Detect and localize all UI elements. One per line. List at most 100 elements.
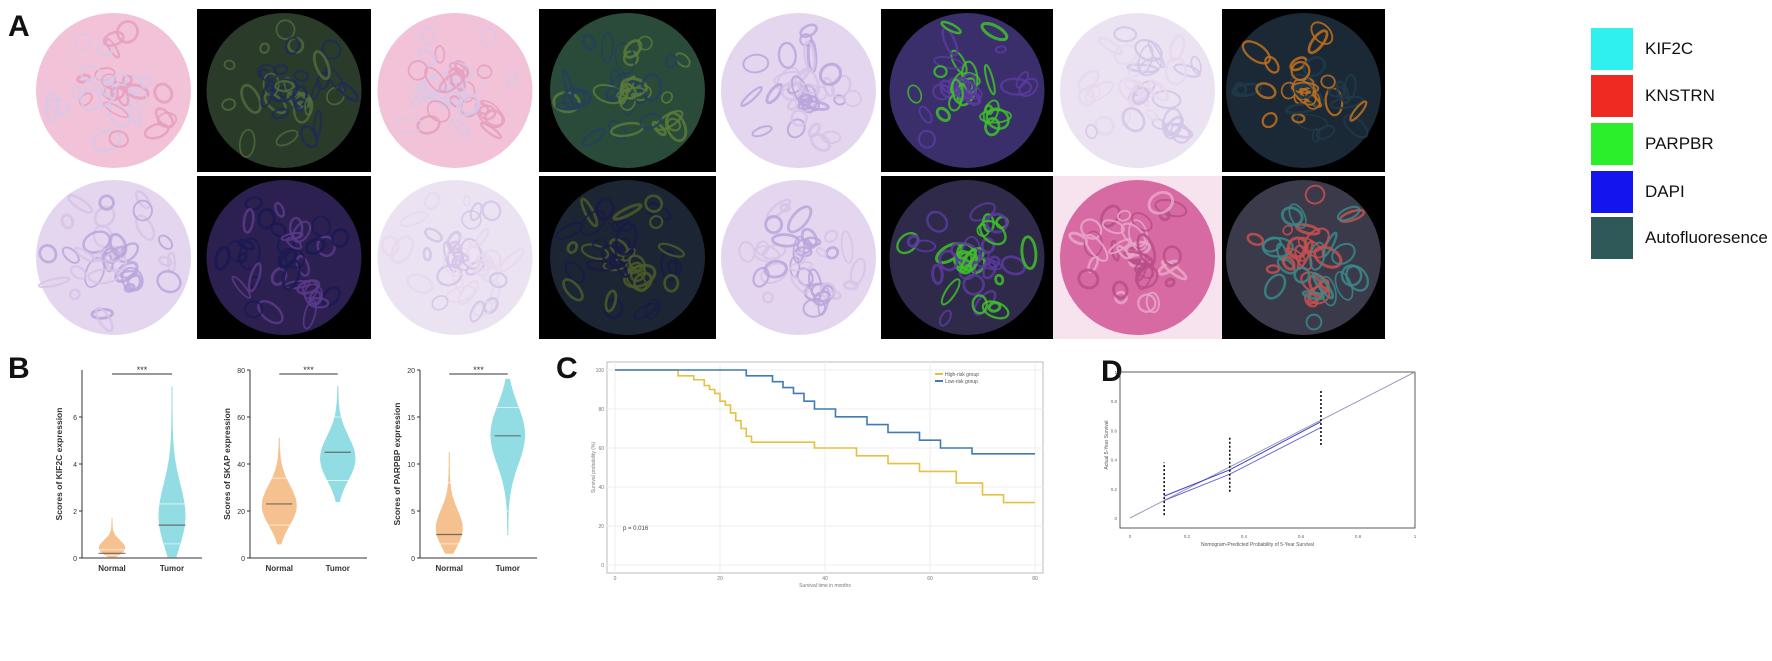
tissue-core-image xyxy=(197,176,371,339)
legend-label: KNSTRN xyxy=(1645,86,1715,105)
x-axis-label: Nomogram-Predicted Probability of 5-Year… xyxy=(1201,542,1314,548)
calibration-line-ideal xyxy=(1129,371,1416,519)
x-tick-label: 0.6 xyxy=(1298,534,1305,539)
y-tick-label: 80 xyxy=(237,368,245,375)
tissue-core-image xyxy=(539,176,716,339)
y-axis-label: Scores of KIF2C expression xyxy=(54,408,64,521)
violin-shape xyxy=(319,386,356,503)
y-tick-label: 2 xyxy=(73,509,77,516)
violin-kif2c: 0 2 4 6 Scores of KIF2C expression Normal Tumo… xyxy=(30,362,210,584)
violin-shape xyxy=(158,386,186,558)
tissue-core-image xyxy=(197,9,371,172)
y-tick-label: 0 xyxy=(1114,516,1117,521)
legend-label: DAPI xyxy=(1645,182,1685,201)
panel-c-letter: C xyxy=(556,352,578,385)
tissue-core-image xyxy=(1222,176,1385,339)
x-tick-label: 20 xyxy=(717,576,723,582)
y-axis-label: Actual 5-Year Survival xyxy=(1104,420,1110,469)
legend-entry: KIF2C xyxy=(1591,28,1693,70)
calibration-line-bias-corrected xyxy=(1164,427,1322,501)
tissue-core-image xyxy=(1222,9,1385,172)
x-axis-label: Survival time in months xyxy=(799,583,851,589)
violin-shape xyxy=(98,518,126,558)
x-tick-label: Normal xyxy=(265,564,293,573)
tissue-core-image xyxy=(371,176,539,339)
y-tick-label: 0 xyxy=(411,556,415,563)
calibration-chart: 0 0.2 0.4 0.6 0.8 1 0 0.2 0.4 0.6 0.8 1 Nomogram-Pre… xyxy=(1104,360,1540,585)
significance-label: *** xyxy=(137,365,148,375)
legend-swatch xyxy=(1591,171,1633,213)
significance-label: *** xyxy=(473,365,484,375)
legend-swatch xyxy=(1591,75,1633,117)
y-tick-label: 20 xyxy=(598,524,604,530)
x-tick-label: 1 xyxy=(1414,534,1417,539)
calibration-line-apparent xyxy=(1164,421,1322,497)
legend-swatch xyxy=(1591,28,1633,70)
survival-curve-low-risk xyxy=(615,369,1035,455)
y-tick-label: 1 xyxy=(1114,370,1117,375)
violin-shape xyxy=(435,452,463,554)
y-tick-label: 0.8 xyxy=(1111,399,1118,404)
x-tick-label: Normal xyxy=(98,564,126,573)
legend-label: High-risk group xyxy=(945,372,979,378)
legend-entry: Autofluoresence xyxy=(1591,217,1768,259)
violin-shape xyxy=(261,437,297,545)
y-tick-label: 40 xyxy=(598,485,604,491)
legend-entry: DAPI xyxy=(1591,171,1685,213)
plot-frame xyxy=(1119,371,1416,529)
panel-d-letter: D xyxy=(1101,355,1123,388)
y-tick-label: 60 xyxy=(598,446,604,452)
y-tick-label: 5 xyxy=(411,509,415,516)
y-tick-label: 0 xyxy=(601,563,604,569)
violin-parpbp: 0 5 10 15 20 Scores of PARPBP expression Norma… xyxy=(380,362,545,584)
legend-swatch xyxy=(1591,217,1633,259)
violin-shape xyxy=(490,378,526,535)
survival-curve-high-risk xyxy=(615,369,1035,504)
x-tick-label: Tumor xyxy=(160,564,184,573)
legend-label: KIF2C xyxy=(1645,39,1694,58)
y-tick-label: 100 xyxy=(596,368,605,374)
y-tick-label: 0.2 xyxy=(1111,487,1118,492)
legend-entry: PARPBR xyxy=(1591,123,1714,165)
y-tick-label: 20 xyxy=(237,509,245,516)
x-tick-label: 40 xyxy=(822,576,828,582)
panel-b-letter: B xyxy=(8,352,30,385)
y-tick-label: 40 xyxy=(237,462,245,469)
legend-entry: KNSTRN xyxy=(1591,75,1715,117)
y-tick-label: 0.4 xyxy=(1111,458,1118,463)
violin-skap: 0 20 40 60 80 Scores of SKAP expression Normal… xyxy=(210,362,375,584)
tissue-core-image xyxy=(1053,9,1222,172)
tissue-core-image xyxy=(716,9,881,172)
y-tick-label: 15 xyxy=(407,415,415,422)
y-tick-label: 6 xyxy=(73,415,77,422)
y-tick-label: 20 xyxy=(407,368,415,375)
x-tick-label: Tumor xyxy=(326,564,350,573)
y-tick-label: 80 xyxy=(598,407,604,413)
y-tick-label: 60 xyxy=(237,415,245,422)
kaplan-meier-chart: 0 20 40 60 80 100 0 20 40 60 80 Survival time in mo… xyxy=(585,360,1045,590)
y-tick-label: 0 xyxy=(73,556,77,563)
tissue-core-image xyxy=(371,9,539,172)
tissue-core-image xyxy=(539,9,716,172)
tissue-core-image xyxy=(716,176,881,339)
panel-a-letter: A xyxy=(8,10,30,43)
x-tick-label: 0 xyxy=(614,576,617,582)
x-tick-label: Tumor xyxy=(496,564,520,573)
y-tick-label: 0 xyxy=(241,556,245,563)
tissue-core-image xyxy=(1053,176,1222,339)
p-value-annotation: p = 0.016 xyxy=(623,526,649,532)
x-tick-label: 0.4 xyxy=(1241,534,1248,539)
x-tick-label: Normal xyxy=(435,564,463,573)
y-axis-label: Scores of SKAP expression xyxy=(222,408,232,520)
legend-swatch xyxy=(1591,123,1633,165)
legend-label: Autofluoresence xyxy=(1645,228,1768,247)
y-tick-label: 4 xyxy=(73,462,77,469)
y-tick-label: 0.6 xyxy=(1111,428,1118,433)
x-tick-label: 60 xyxy=(927,576,933,582)
tissue-core-image xyxy=(30,176,197,339)
tissue-core-image xyxy=(30,9,197,172)
legend-label: Low-risk group xyxy=(945,379,978,385)
x-tick-label: 0.8 xyxy=(1355,534,1362,539)
significance-label: *** xyxy=(303,365,314,375)
x-tick-label: 0 xyxy=(1129,534,1132,539)
